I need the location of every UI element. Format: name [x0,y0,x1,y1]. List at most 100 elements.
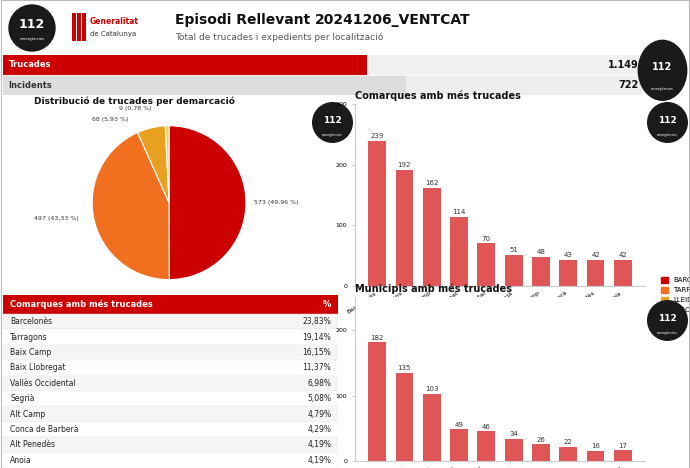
Circle shape [638,40,687,100]
Bar [3,360,338,376]
Bar [3,314,338,329]
Text: Incidents: Incidents [8,80,52,89]
Text: Baix Llobregat: Baix Llobregat [10,364,66,373]
Bar [532,444,550,461]
Bar [367,55,642,75]
Bar [368,141,386,285]
Text: 497 (43,33 %): 497 (43,33 %) [34,216,79,220]
Wedge shape [169,126,246,279]
Text: 43: 43 [564,252,573,258]
Text: 162: 162 [425,180,438,186]
Bar [406,75,642,95]
Text: 68 (5,93 %): 68 (5,93 %) [92,117,128,122]
Bar [3,437,338,453]
Bar [505,439,522,461]
Bar [423,394,441,461]
Bar [3,345,338,360]
Bar [72,13,75,41]
Text: Trucades: Trucades [8,60,51,70]
Text: 6,98%: 6,98% [308,379,331,388]
Bar [423,188,441,285]
Bar [614,450,632,461]
Bar [368,342,386,461]
Text: 46: 46 [482,424,491,430]
Bar [82,13,86,41]
Text: 112: 112 [323,116,342,125]
Bar [3,55,367,75]
Bar [3,391,338,406]
Text: Alt Camp: Alt Camp [10,410,46,418]
Text: 26: 26 [537,437,545,443]
Text: 4,19%: 4,19% [308,456,331,465]
Text: Comarques amb més trucades: Comarques amb més trucades [10,300,153,309]
Text: 11,37%: 11,37% [303,364,331,373]
Bar [560,260,577,285]
Text: 49: 49 [455,422,464,428]
Text: Baix Camp: Baix Camp [10,348,51,357]
Bar [586,451,604,461]
Text: Vallès Occidental: Vallès Occidental [10,379,76,388]
Circle shape [9,5,55,51]
Text: 114: 114 [453,209,466,215]
Text: Barcelonès: Barcelonès [10,317,52,326]
Text: Municipis amb més trucades: Municipis amb més trucades [355,283,512,294]
Text: 16: 16 [591,443,600,449]
Bar [450,217,468,285]
Bar [477,431,495,461]
Text: 17: 17 [618,443,627,448]
Bar [505,255,522,285]
Bar [450,429,468,461]
Bar [3,422,338,437]
Circle shape [648,102,687,142]
Text: 34: 34 [509,431,518,438]
Bar [395,169,413,285]
Text: Episodi Rellevant: Episodi Rellevant [175,13,310,27]
Bar [395,373,413,461]
Text: emergències: emergències [657,132,678,137]
Text: 239: 239 [371,133,384,139]
Text: 16,15%: 16,15% [303,348,331,357]
Wedge shape [137,126,169,203]
Circle shape [648,301,687,340]
Text: 192: 192 [397,162,411,168]
Text: 112: 112 [19,19,45,31]
Text: emergències: emergències [657,331,678,335]
Bar [3,329,338,345]
Wedge shape [166,126,169,203]
Text: emergències: emergències [322,132,343,137]
Text: emergències: emergències [651,87,674,91]
Bar [3,376,338,391]
Text: 4,19%: 4,19% [308,440,331,449]
Bar [614,260,632,285]
Text: 22: 22 [564,439,573,445]
Text: 103: 103 [425,386,438,392]
Bar [3,453,338,468]
Text: 4,79%: 4,79% [307,410,331,418]
Circle shape [313,102,353,142]
Wedge shape [92,132,169,279]
Text: Conca de Barberà: Conca de Barberà [10,425,79,434]
Text: 4,29%: 4,29% [308,425,331,434]
Text: 23,83%: 23,83% [303,317,331,326]
Bar [586,260,604,285]
Text: Tarragons: Tarragons [10,333,48,342]
Bar [477,243,495,285]
Text: 135: 135 [397,366,411,371]
Bar [3,295,338,314]
Text: Segrià: Segrià [10,394,34,403]
Text: %: % [323,300,331,309]
Text: 42: 42 [618,252,627,258]
Text: 70: 70 [482,235,491,241]
Bar [3,75,406,95]
Text: 48: 48 [537,249,545,255]
Text: Comarques amb més trucades: Comarques amb més trucades [355,90,521,101]
Text: 112: 112 [652,62,673,72]
Legend: BARCELONA, TARRAGONA, LLEIDA, GIRONA: BARCELONA, TARRAGONA, LLEIDA, GIRONA [658,274,690,316]
Text: 42: 42 [591,252,600,258]
Text: 573 (49,96 %): 573 (49,96 %) [254,200,298,205]
Text: Total de trucades i expedients per localització: Total de trucades i expedients per local… [175,32,383,42]
Text: 9 (0,78 %): 9 (0,78 %) [119,106,152,111]
Text: 19,14%: 19,14% [303,333,331,342]
Text: 20241206_VENTCAT: 20241206_VENTCAT [315,13,471,27]
Bar [77,13,81,41]
